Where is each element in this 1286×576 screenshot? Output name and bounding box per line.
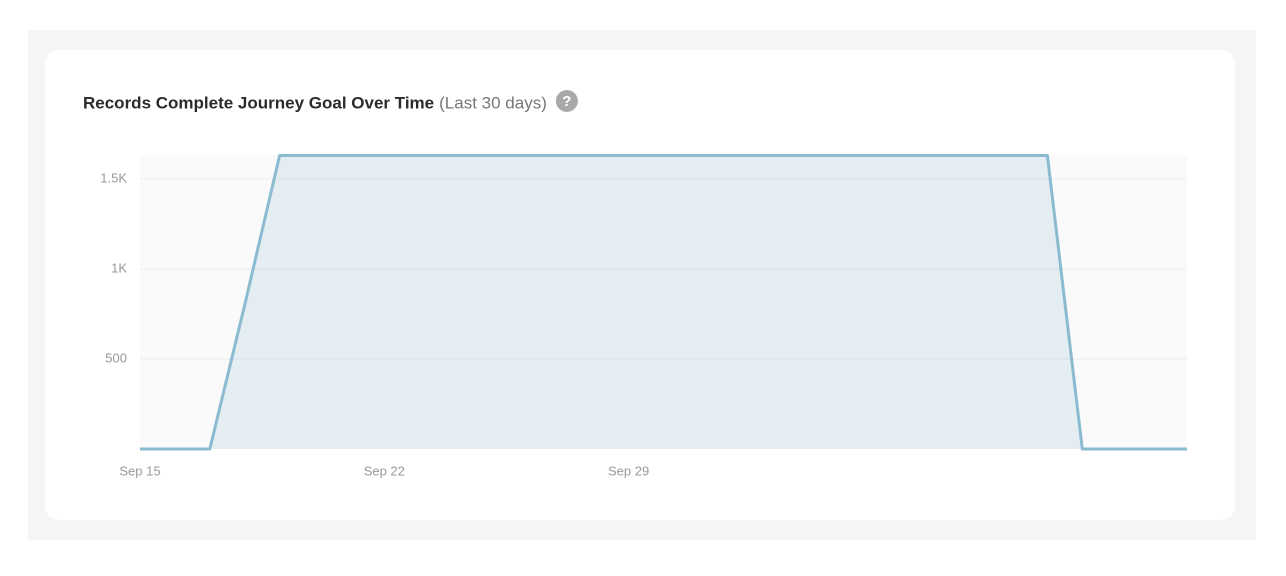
x-tick-label: Sep 15 [119, 463, 160, 478]
x-tick-label: Sep 22 [364, 463, 405, 478]
y-tick-label: 1K [111, 260, 127, 275]
y-tick-label: 1.5K [100, 170, 127, 185]
area [140, 155, 1187, 450]
line [140, 154, 1187, 451]
svg-text:?: ? [562, 93, 571, 110]
help-icon[interactable]: ? [555, 90, 578, 112]
y-tick-label: 500 [105, 350, 127, 365]
x-tick-label: Sep 29 [608, 463, 649, 478]
chart-title: Records Complete Journey Goal Over Time [83, 93, 434, 112]
chart-subtitle: (Last 30 days) [439, 93, 547, 112]
plot-area [140, 155, 1187, 449]
